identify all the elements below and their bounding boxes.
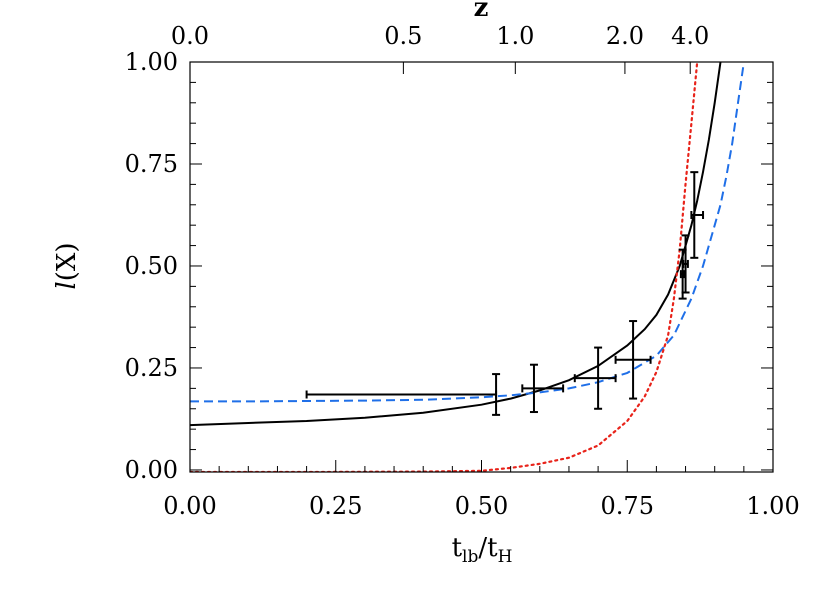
data-point <box>681 234 690 294</box>
y-tick-label: 0.75 <box>125 150 178 178</box>
top-tick-label: 0.5 <box>384 22 422 50</box>
y-tick-label: 0.25 <box>125 354 178 382</box>
series-line-dashed <box>190 62 745 403</box>
x-axis-label-main: t <box>452 533 463 563</box>
y-axis-label-rest: (X) <box>52 242 82 281</box>
tick-labels: 0.00 0.25 0.50 0.75 1.000.000.250.500.751.00… <box>125 22 800 520</box>
axis-ticks <box>189 61 774 472</box>
x-tick-label: 0.00 <box>163 492 216 520</box>
y-tick-label: 0.50 <box>125 252 178 280</box>
data-point <box>521 363 565 414</box>
x-tick-label: 0.50 <box>455 492 508 520</box>
data-point <box>614 320 652 400</box>
data-point <box>678 248 687 300</box>
top-axis-label: z <box>474 0 489 23</box>
series-line-dotted <box>190 62 699 472</box>
series-line-solid <box>190 62 722 427</box>
x-axis-label: tlb/tH <box>452 533 513 567</box>
top-tick-label: 1.0 <box>496 22 534 50</box>
data-point <box>573 346 617 410</box>
x-axis-label-sub2: H <box>498 547 513 567</box>
y-tick-label: 0.00 <box>125 456 178 484</box>
top-tick-label: 2.0 <box>606 22 644 50</box>
y-axis-label: l(X) <box>52 242 82 289</box>
plot-area <box>190 62 745 472</box>
y-tick-label: 1.00 <box>125 48 178 76</box>
data-point <box>690 171 705 259</box>
x-tick-label: 0.75 <box>601 492 654 520</box>
top-tick-label: 0.0 <box>171 22 209 50</box>
y-axis-label-italic: l <box>52 281 82 289</box>
x-axis-label-sub1: lb <box>462 547 478 567</box>
x-axis-label-sep: /t <box>478 533 498 563</box>
top-tick-label: 4.0 <box>671 22 709 50</box>
x-tick-label: 1.00 <box>746 492 799 520</box>
data-point <box>305 373 501 416</box>
x-tick-label: 0.25 <box>309 492 362 520</box>
